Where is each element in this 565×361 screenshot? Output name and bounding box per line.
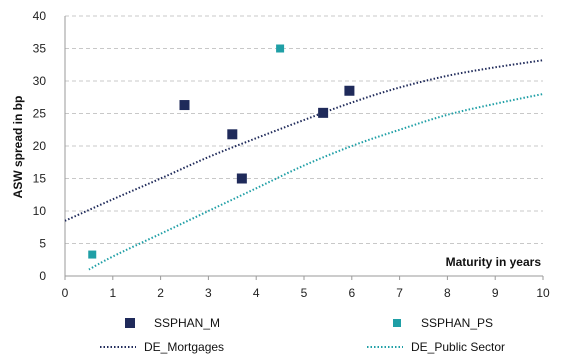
legend-marker-ssphan-m	[125, 318, 135, 328]
y-tick-label: 20	[33, 139, 47, 153]
series-line-de-mortgages	[64, 59, 544, 222]
data-point-ssphan-ps	[276, 44, 285, 53]
legend-label: SSPHAN_PS	[421, 316, 493, 330]
gridlines	[65, 15, 543, 244]
legend-label: SSPHAN_M	[154, 316, 220, 330]
data-point-ssphan-ps	[88, 250, 97, 259]
x-tick-label: 7	[396, 286, 403, 300]
legend-label: DE_Public Sector	[411, 340, 505, 354]
y-tick-label: 35	[33, 42, 47, 56]
y-tick-label: 0	[39, 269, 46, 283]
y-tick-label: 10	[33, 204, 47, 218]
y-tick-label: 5	[39, 237, 46, 251]
axis-labels: ASW spread in bp Maturity in years	[11, 96, 541, 269]
y-tick-label: 40	[33, 9, 47, 23]
y-tick-label: 30	[33, 74, 47, 88]
x-tick-label: 4	[253, 286, 260, 300]
x-tick-label: 10	[536, 286, 550, 300]
x-tick-label: 5	[301, 286, 308, 300]
x-tick-label: 0	[62, 286, 69, 300]
data-point-ssphan-m	[236, 173, 247, 184]
legend: SSPHAN_M SSPHAN_PS DE_Mortgages DE_Public S…	[100, 316, 505, 354]
series-line-de-public-sector	[88, 93, 544, 271]
data-point-ssphan-m	[318, 107, 329, 118]
x-tick-label: 2	[157, 286, 164, 300]
x-tick-label: 3	[205, 286, 212, 300]
x-tick-label: 1	[109, 286, 116, 300]
data-point-ssphan-m	[179, 100, 190, 111]
data-point-ssphan-m	[227, 129, 238, 140]
data-points	[88, 44, 355, 259]
legend-marker-ssphan-ps	[393, 319, 401, 327]
x-tick-label: 9	[492, 286, 499, 300]
axes: 0 5 10 15 20 25 30 35 40 0 1 2 3 4 5 6 7 8 9 10	[33, 9, 550, 300]
legend-label: DE_Mortgages	[144, 340, 224, 354]
x-tick-label: 6	[348, 286, 355, 300]
x-tick-label: 8	[444, 286, 451, 300]
data-point-ssphan-m	[344, 85, 355, 96]
fitted-curves	[64, 59, 544, 271]
y-tick-label: 25	[33, 107, 47, 121]
y-axis-title: ASW spread in bp	[11, 96, 25, 199]
x-axis-title: Maturity in years	[446, 255, 542, 269]
y-tick-label: 15	[33, 172, 47, 186]
